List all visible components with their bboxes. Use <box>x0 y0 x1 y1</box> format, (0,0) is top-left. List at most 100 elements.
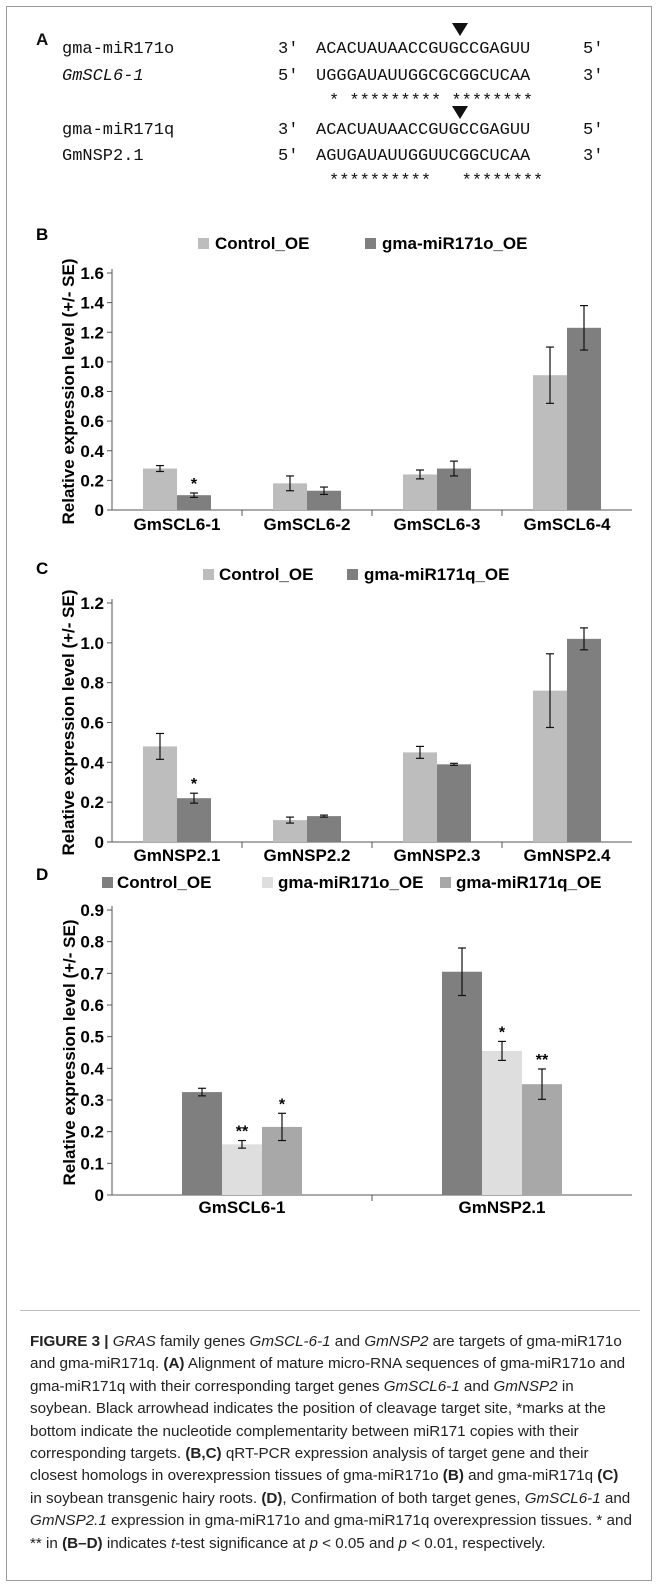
x-category-label: GmSCL6-2 <box>264 515 351 534</box>
bar <box>143 746 177 842</box>
caption-text: p <box>399 1535 407 1552</box>
significance-mark: * <box>279 1096 286 1113</box>
y-tick-label: 0.4 <box>80 1059 104 1078</box>
y-tick-label: 1.2 <box>80 594 104 613</box>
legend-label: gma-miR171o_OE <box>278 873 424 892</box>
y-tick-label: 0.2 <box>80 471 104 490</box>
caption-text: and gma-miR171q <box>464 1467 597 1484</box>
caption-panel-ref: (B–D) <box>62 1535 103 1552</box>
bar <box>522 1084 562 1195</box>
legend-swatch <box>440 877 451 888</box>
x-category-label: GmNSP2.1 <box>459 1198 546 1217</box>
caption-text: indicates <box>103 1535 171 1552</box>
legend-label: gma-miR171q_OE <box>456 873 602 892</box>
bar <box>442 972 482 1195</box>
caption-text: GmNSP2.1 <box>30 1512 107 1529</box>
y-tick-label: 0.2 <box>80 793 104 812</box>
y-tick-label: 1.0 <box>80 353 104 372</box>
y-tick-label: 0 <box>95 501 104 520</box>
x-category-label: GmSCL6-1 <box>134 515 221 534</box>
y-tick-label: 0.7 <box>80 964 104 983</box>
caption-divider <box>20 1310 640 1311</box>
caption-panel-ref: (B,C) <box>185 1445 221 1462</box>
caption-text: GmNSP2 <box>493 1378 557 1395</box>
y-tick-label: 0.3 <box>80 1091 104 1110</box>
y-axis-label: Relative expression level (+/- SE) <box>59 590 78 856</box>
x-category-label: GmSCL6-4 <box>524 515 611 534</box>
bar <box>437 764 471 842</box>
x-category-label: GmNSP2.3 <box>394 846 481 865</box>
y-tick-label: 0.8 <box>80 383 104 402</box>
bar <box>403 474 437 510</box>
y-tick-label: 0.5 <box>80 1028 104 1047</box>
caption-text: and <box>460 1378 494 1395</box>
caption-text: in soybean transgenic hairy roots. <box>30 1490 261 1507</box>
y-tick-label: 0.6 <box>80 996 104 1015</box>
y-tick-label: 1.6 <box>80 264 104 283</box>
bar <box>222 1144 262 1195</box>
x-category-label: GmNSP2.2 <box>264 846 351 865</box>
y-tick-label: 0 <box>95 1186 104 1205</box>
y-tick-label: 0.1 <box>80 1154 104 1173</box>
y-axis-label: Relative expression level (+/- SE) <box>59 259 78 525</box>
legend-label: gma-miR171o_OE <box>382 234 528 253</box>
caption-text: and <box>331 1333 365 1350</box>
caption-panel-ref: (A) <box>163 1355 184 1372</box>
significance-mark: * <box>191 776 198 793</box>
significance-mark: * <box>191 476 198 493</box>
panel-label-c: C <box>36 559 48 578</box>
caption-text: GmSCL-6-1 <box>250 1333 331 1350</box>
bar <box>403 752 437 842</box>
bar <box>567 639 601 842</box>
x-category-label: GmNSP2.4 <box>524 846 611 865</box>
caption-text: family genes <box>156 1333 250 1350</box>
caption-text: -test significance at <box>175 1535 309 1552</box>
y-tick-label: 0.4 <box>80 442 104 461</box>
significance-mark: ** <box>536 1052 549 1069</box>
caption-text: , Confirmation of both target genes, <box>282 1490 524 1507</box>
caption-text: GRAS <box>113 1333 156 1350</box>
y-tick-label: 0 <box>95 833 104 852</box>
caption-panel-ref: (D) <box>261 1490 282 1507</box>
panel-label-b: B <box>36 225 48 244</box>
y-tick-label: 0.6 <box>80 714 104 733</box>
legend-swatch <box>262 877 273 888</box>
legend-swatch <box>198 238 209 249</box>
y-axis-label: Relative expression level (+/- SE) <box>60 920 79 1186</box>
y-tick-label: 0.2 <box>80 1123 104 1142</box>
legend-swatch <box>102 877 113 888</box>
bar <box>567 328 601 510</box>
y-tick-label: 0.4 <box>80 753 104 772</box>
y-tick-label: 0.8 <box>80 933 104 952</box>
caption-text: p <box>309 1535 317 1552</box>
y-tick-label: 0.8 <box>80 674 104 693</box>
x-category-label: GmSCL6-1 <box>199 1198 286 1217</box>
charts-svg: B Control_OE gma-miR171o_OE 0 0.2 0.4 0.6 0.8 1.… <box>0 0 660 1320</box>
legend-label: Control_OE <box>219 565 313 584</box>
caption-figure-label: FIGURE 3 | <box>30 1333 109 1350</box>
legend-swatch <box>203 569 214 580</box>
legend-swatch <box>347 569 358 580</box>
figure-caption: FIGURE 3 | GRAS family genes GmSCL-6-1 a… <box>30 1331 632 1555</box>
caption-text: GmSCL6-1 <box>384 1378 460 1395</box>
bar <box>307 816 341 842</box>
significance-mark: ** <box>236 1124 249 1141</box>
y-tick-label: 0.6 <box>80 412 104 431</box>
legend-label: gma-miR171q_OE <box>364 565 510 584</box>
legend-label: Control_OE <box>215 234 309 253</box>
caption-text: GmSCL6-1 <box>525 1490 601 1507</box>
panel-label-d: D <box>36 865 48 884</box>
y-tick-label: 1.4 <box>80 294 104 313</box>
bar <box>182 1092 222 1195</box>
legend-swatch <box>365 238 376 249</box>
x-category-label: GmSCL6-3 <box>394 515 481 534</box>
significance-mark: * <box>499 1024 506 1041</box>
caption-panel-ref: (B) <box>443 1467 464 1484</box>
y-tick-label: 1.0 <box>80 634 104 653</box>
caption-text: < 0.01, respectively. <box>407 1535 546 1552</box>
y-tick-label: 0.9 <box>80 901 104 920</box>
bar <box>177 798 211 842</box>
caption-text: and <box>601 1490 631 1507</box>
caption-text: < 0.05 and <box>318 1535 399 1552</box>
x-category-label: GmNSP2.1 <box>134 846 221 865</box>
